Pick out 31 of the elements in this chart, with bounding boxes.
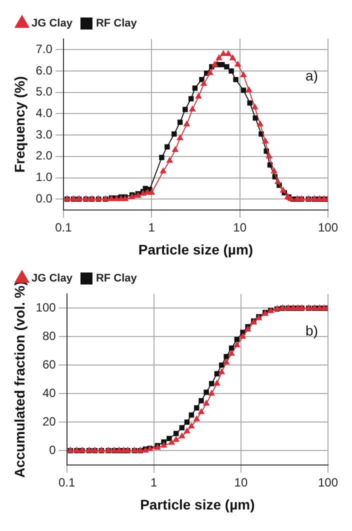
x-tick-label: 10 bbox=[234, 475, 248, 490]
y-tick-label: 20 bbox=[42, 414, 56, 428]
x-tick-label: 0.1 bbox=[58, 475, 76, 490]
x-tick-label: 1 bbox=[148, 220, 156, 234]
x-tick-label: 10 bbox=[233, 220, 247, 234]
x-axis-title: Particle size (µm) bbox=[138, 241, 254, 258]
y-tick-label: 1.0 bbox=[36, 170, 53, 184]
y-tick-label: 80 bbox=[42, 329, 56, 344]
y-tick-label: 40 bbox=[42, 386, 56, 400]
x-tick-label: 0.1 bbox=[55, 220, 72, 234]
annotation: a) bbox=[306, 67, 318, 84]
y-tick-label: 4.0 bbox=[36, 106, 53, 120]
annotation: b) bbox=[306, 322, 318, 338]
y-tick-label: 60 bbox=[42, 357, 56, 372]
x-tick-label: 100 bbox=[318, 475, 338, 490]
legend-label: JG Clay bbox=[32, 272, 74, 285]
legend-label: JG Clay bbox=[32, 18, 74, 30]
y-tick-label: 6.0 bbox=[36, 63, 53, 78]
x-axis-title: Particle size (µm) bbox=[140, 496, 255, 512]
y-tick-label: 0 bbox=[49, 442, 56, 457]
y-tick-label: 7.0 bbox=[36, 42, 53, 56]
y-tick-label: 2.0 bbox=[36, 148, 53, 163]
y-axis-title: Frequency (%) bbox=[11, 76, 28, 173]
legend-label: RF Clay bbox=[96, 272, 138, 285]
y-tick-label: 100 bbox=[36, 300, 56, 315]
x-tick-label: 100 bbox=[318, 220, 338, 234]
y-tick-label: 0.0 bbox=[36, 191, 53, 206]
x-tick-label: 1 bbox=[150, 475, 158, 490]
legend-label: RF Clay bbox=[96, 18, 138, 30]
y-tick-label: 5.0 bbox=[36, 84, 53, 99]
y-tick-label: 3.0 bbox=[36, 127, 53, 142]
